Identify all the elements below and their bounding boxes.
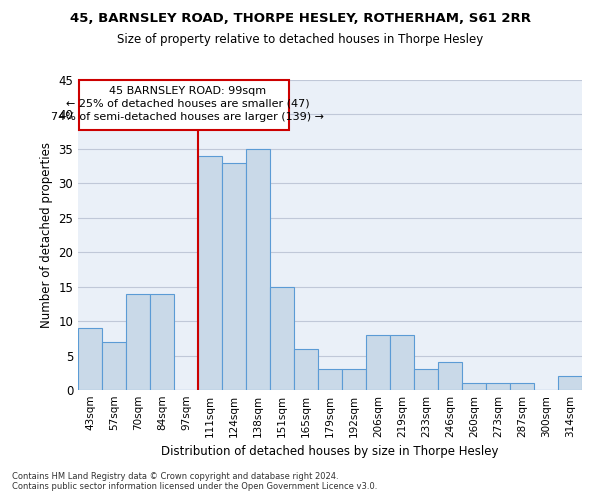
Bar <box>270 286 294 390</box>
Bar <box>198 156 222 390</box>
Bar <box>78 328 102 390</box>
Bar <box>342 370 366 390</box>
Text: 45, BARNSLEY ROAD, THORPE HESLEY, ROTHERHAM, S61 2RR: 45, BARNSLEY ROAD, THORPE HESLEY, ROTHER… <box>70 12 530 26</box>
Text: Size of property relative to detached houses in Thorpe Hesley: Size of property relative to detached ho… <box>117 32 483 46</box>
X-axis label: Distribution of detached houses by size in Thorpe Hesley: Distribution of detached houses by size … <box>161 446 499 458</box>
Bar <box>318 370 342 390</box>
Bar <box>150 294 174 390</box>
Bar <box>486 383 510 390</box>
Bar <box>366 335 390 390</box>
Text: 45 BARNSLEY ROAD: 99sqm: 45 BARNSLEY ROAD: 99sqm <box>109 86 266 96</box>
Text: Contains HM Land Registry data © Crown copyright and database right 2024.: Contains HM Land Registry data © Crown c… <box>12 472 338 481</box>
Bar <box>222 162 246 390</box>
Text: ← 25% of detached houses are smaller (47): ← 25% of detached houses are smaller (47… <box>66 98 310 108</box>
Bar <box>510 383 534 390</box>
Bar <box>414 370 438 390</box>
Bar <box>390 335 414 390</box>
Text: Contains public sector information licensed under the Open Government Licence v3: Contains public sector information licen… <box>12 482 377 491</box>
Bar <box>126 294 150 390</box>
Bar <box>246 149 270 390</box>
FancyBboxPatch shape <box>79 80 289 130</box>
Text: 74% of semi-detached houses are larger (139) →: 74% of semi-detached houses are larger (… <box>52 112 325 122</box>
Y-axis label: Number of detached properties: Number of detached properties <box>40 142 53 328</box>
Bar <box>438 362 462 390</box>
Bar <box>462 383 486 390</box>
Bar <box>102 342 126 390</box>
Bar <box>294 348 318 390</box>
Bar <box>558 376 582 390</box>
